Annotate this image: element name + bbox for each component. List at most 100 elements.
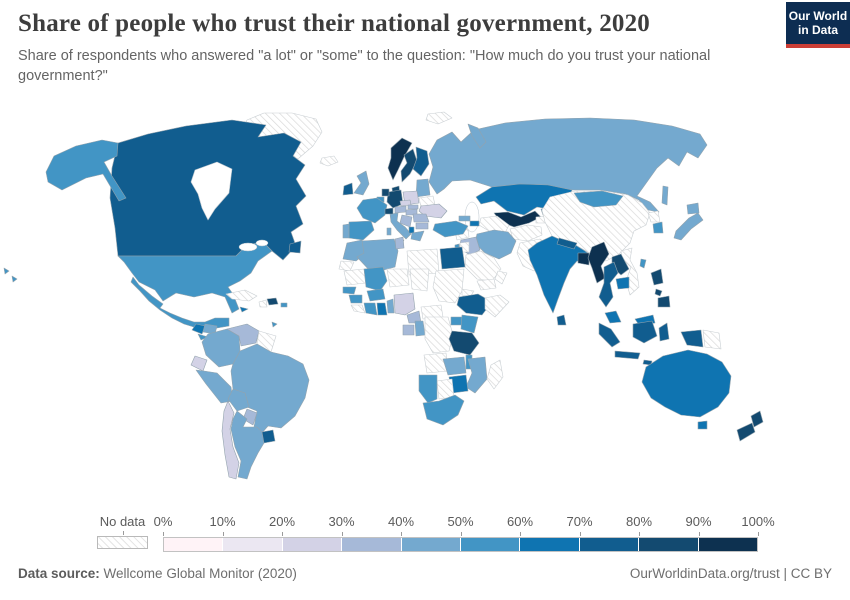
country-trinidad[interactable] <box>271 321 278 328</box>
country-nepal[interactable] <box>556 237 578 250</box>
legend-nodata-swatch[interactable] <box>97 536 148 549</box>
country-ethiopia[interactable] <box>456 293 493 316</box>
country-guatemala[interactable] <box>191 323 206 335</box>
country-bolivia[interactable] <box>227 388 250 412</box>
country-dominican-republic[interactable] <box>266 297 279 306</box>
country-romania[interactable] <box>412 213 430 223</box>
country-sweden[interactable] <box>400 148 418 183</box>
country-usa[interactable] <box>117 240 273 314</box>
country-finland[interactable] <box>412 146 430 177</box>
country-usa-alaska[interactable] <box>45 139 127 202</box>
country-south-africa[interactable] <box>422 394 465 426</box>
country-niger[interactable] <box>386 268 410 288</box>
country-western-sahara[interactable] <box>338 260 355 272</box>
country-jamaica[interactable] <box>239 306 249 313</box>
owid-url-link[interactable]: OurWorldinData.org/trust <box>629 566 780 581</box>
country-germany[interactable] <box>386 189 404 209</box>
country-norway[interactable] <box>387 137 413 181</box>
country-guinea[interactable] <box>348 294 363 304</box>
country-slovakia[interactable] <box>407 204 419 210</box>
country-mauritania[interactable] <box>343 268 367 286</box>
country-afghanistan[interactable] <box>509 224 543 242</box>
country-usa-hawaii[interactable] <box>3 267 18 283</box>
legend-bin-70-80%[interactable] <box>579 538 640 551</box>
country-north-korea[interactable] <box>647 210 661 223</box>
country-spain[interactable] <box>348 220 375 241</box>
country-gabon[interactable] <box>402 324 415 336</box>
country-bangladesh[interactable] <box>577 252 590 266</box>
country-sierra-leone-liberia[interactable] <box>350 304 366 314</box>
country-new-zealand[interactable] <box>736 410 764 442</box>
owid-logo[interactable]: Our World in Data <box>786 2 850 48</box>
country-australia[interactable] <box>641 349 732 430</box>
country-peru[interactable] <box>195 369 234 404</box>
country-ireland[interactable] <box>342 182 354 196</box>
country-india[interactable] <box>527 235 594 314</box>
country-senegal[interactable] <box>342 286 357 295</box>
country-madagascar[interactable] <box>486 359 504 390</box>
country-uruguay[interactable] <box>261 429 276 444</box>
country-egypt[interactable] <box>439 246 466 270</box>
country-vietnam[interactable] <box>620 247 640 296</box>
country-azerbaijan[interactable] <box>469 220 480 227</box>
country-japan[interactable] <box>673 202 704 241</box>
country-namibia[interactable] <box>418 374 438 404</box>
country-nigeria[interactable] <box>393 292 416 316</box>
country-iceland[interactable] <box>319 155 339 167</box>
country-bulgaria[interactable] <box>415 222 429 230</box>
country-chad[interactable] <box>409 268 430 292</box>
country-turkey[interactable] <box>432 220 469 238</box>
country-haiti[interactable] <box>258 299 268 308</box>
country-oman[interactable] <box>494 270 508 285</box>
country-canada-newfoundland[interactable] <box>288 240 302 254</box>
country-congo[interactable] <box>414 320 426 337</box>
country-somalia[interactable] <box>484 294 510 318</box>
country-philippines[interactable] <box>650 268 671 308</box>
legend-bin-40-50%[interactable] <box>401 538 462 551</box>
country-mexico[interactable] <box>130 276 230 333</box>
country-botswana[interactable] <box>436 378 455 400</box>
country-kenya[interactable] <box>460 314 479 334</box>
country-sri-lanka[interactable] <box>556 314 567 326</box>
country-russia-sakhalin[interactable] <box>661 185 669 206</box>
country-tanzania[interactable] <box>448 330 480 356</box>
country-papua-new-guinea[interactable] <box>702 329 722 350</box>
country-thailand[interactable] <box>598 261 619 308</box>
country-puerto-rico[interactable] <box>280 302 288 308</box>
country-drc[interactable] <box>424 316 454 354</box>
country-ivory-coast[interactable] <box>363 302 378 316</box>
country-indonesia[interactable] <box>598 320 704 366</box>
country-cuba[interactable] <box>225 289 258 302</box>
country-venezuela[interactable] <box>226 323 260 347</box>
country-albania[interactable] <box>408 226 415 234</box>
country-sudan[interactable] <box>432 268 465 304</box>
country-mozambique[interactable] <box>465 356 488 394</box>
country-ecuador[interactable] <box>190 355 208 372</box>
legend-bin-50-60%[interactable] <box>461 538 521 551</box>
legend-bin-20-30%[interactable] <box>282 538 343 551</box>
country-netherlands[interactable] <box>381 188 390 197</box>
country-south-korea[interactable] <box>652 221 664 234</box>
country-greece[interactable] <box>410 230 425 242</box>
country-france[interactable] <box>356 197 388 224</box>
country-chile[interactable] <box>221 400 240 480</box>
country-taiwan[interactable] <box>639 258 647 269</box>
country-austria[interactable] <box>394 205 407 214</box>
country-cambodia[interactable] <box>615 276 630 290</box>
country-argentina[interactable] <box>230 410 265 480</box>
country-zambia[interactable] <box>442 356 467 376</box>
legend-bin-10-20%[interactable] <box>223 538 283 551</box>
country-uk[interactable] <box>353 170 370 196</box>
legend-bin-80-90%[interactable] <box>639 538 699 551</box>
country-uganda[interactable] <box>450 316 463 326</box>
legend-bin-60-70%[interactable] <box>520 538 580 551</box>
country-paraguay[interactable] <box>242 408 258 426</box>
country-burkina-faso[interactable] <box>366 288 386 302</box>
country-georgia[interactable] <box>458 215 471 222</box>
country-russia-novaya-zemlya[interactable] <box>467 123 487 149</box>
country-portugal[interactable] <box>342 223 350 239</box>
country-svalbard[interactable] <box>425 111 453 125</box>
country-mali[interactable] <box>363 266 388 292</box>
legend-bin-30-40%[interactable] <box>342 538 402 551</box>
country-switzerland[interactable] <box>384 207 394 215</box>
